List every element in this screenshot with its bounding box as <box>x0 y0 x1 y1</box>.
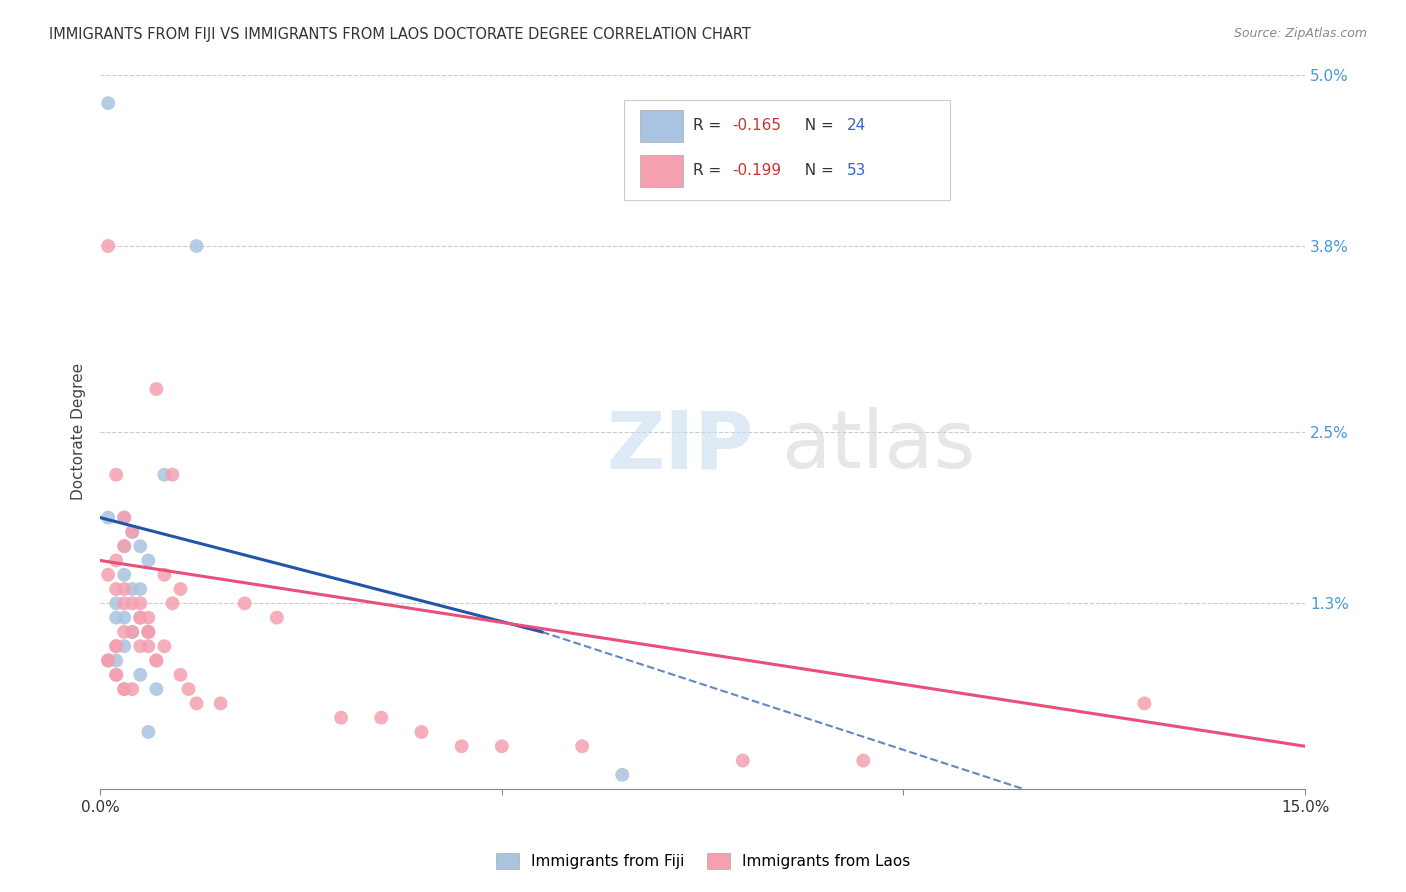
Point <box>136 624 159 639</box>
Text: IMMIGRANTS FROM FIJI VS IMMIGRANTS FROM LAOS DOCTORATE DEGREE CORRELATION CHART: IMMIGRANTS FROM FIJI VS IMMIGRANTS FROM … <box>49 27 751 42</box>
Point <box>1133 697 1156 711</box>
Point <box>162 596 184 610</box>
Point <box>186 697 208 711</box>
Point <box>105 596 128 610</box>
Point <box>112 682 135 697</box>
Point <box>153 567 176 582</box>
Text: 24: 24 <box>848 119 866 134</box>
Text: N =: N = <box>796 163 839 178</box>
Point <box>370 711 392 725</box>
Point <box>121 682 143 697</box>
Point <box>731 754 754 768</box>
Point <box>121 524 143 539</box>
Point <box>105 553 128 567</box>
Point <box>136 553 159 567</box>
Point <box>145 682 167 697</box>
Text: Source: ZipAtlas.com: Source: ZipAtlas.com <box>1233 27 1367 40</box>
Point <box>121 624 143 639</box>
Point <box>145 382 167 396</box>
Point <box>105 467 128 482</box>
Point <box>121 624 143 639</box>
Point <box>145 653 167 667</box>
Point <box>153 639 176 653</box>
Text: ZIP: ZIP <box>606 407 754 485</box>
Point <box>105 582 128 596</box>
FancyBboxPatch shape <box>624 100 949 200</box>
Point <box>136 624 159 639</box>
Point <box>136 639 159 653</box>
Point <box>97 510 120 524</box>
Point <box>105 653 128 667</box>
Point <box>112 682 135 697</box>
Point <box>97 653 120 667</box>
Point <box>105 668 128 682</box>
Point <box>97 567 120 582</box>
Point <box>97 239 120 253</box>
Text: atlas: atlas <box>780 407 976 485</box>
Point <box>112 624 135 639</box>
Point <box>97 653 120 667</box>
Point <box>121 582 143 596</box>
Point <box>129 539 152 553</box>
Point <box>612 768 634 782</box>
Point <box>136 610 159 624</box>
Point <box>105 639 128 653</box>
Point <box>112 567 135 582</box>
Point <box>169 582 191 596</box>
Point <box>121 524 143 539</box>
Point <box>145 653 167 667</box>
Point <box>571 739 593 754</box>
Point <box>491 739 513 754</box>
Legend: Immigrants from Fiji, Immigrants from Laos: Immigrants from Fiji, Immigrants from La… <box>489 847 917 875</box>
FancyBboxPatch shape <box>640 111 683 142</box>
Point <box>177 682 200 697</box>
Point <box>129 582 152 596</box>
Point <box>112 539 135 553</box>
Text: -0.199: -0.199 <box>733 163 782 178</box>
Point <box>233 596 256 610</box>
Point <box>852 754 875 768</box>
Point <box>129 668 152 682</box>
Point <box>129 610 152 624</box>
Point <box>136 624 159 639</box>
Point <box>153 467 176 482</box>
Point <box>121 596 143 610</box>
Point <box>112 510 135 524</box>
Point <box>105 639 128 653</box>
Point <box>112 539 135 553</box>
Point <box>112 596 135 610</box>
Point <box>112 639 135 653</box>
Point <box>450 739 472 754</box>
Point <box>136 725 159 739</box>
Text: -0.165: -0.165 <box>733 119 782 134</box>
Y-axis label: Doctorate Degree: Doctorate Degree <box>72 363 86 500</box>
Point <box>112 582 135 596</box>
Point <box>330 711 353 725</box>
Text: R =: R = <box>693 119 725 134</box>
Point <box>105 610 128 624</box>
Point <box>112 610 135 624</box>
Text: 53: 53 <box>848 163 866 178</box>
Point <box>97 653 120 667</box>
Point <box>97 96 120 111</box>
Text: N =: N = <box>796 119 839 134</box>
Point <box>209 697 232 711</box>
Point <box>266 610 288 624</box>
Point <box>112 510 135 524</box>
Point <box>129 610 152 624</box>
Point <box>129 639 152 653</box>
Point <box>129 596 152 610</box>
Point <box>162 467 184 482</box>
Point <box>105 668 128 682</box>
Text: R =: R = <box>693 163 725 178</box>
Point <box>411 725 433 739</box>
Point <box>186 239 208 253</box>
FancyBboxPatch shape <box>640 155 683 186</box>
Point <box>169 668 191 682</box>
